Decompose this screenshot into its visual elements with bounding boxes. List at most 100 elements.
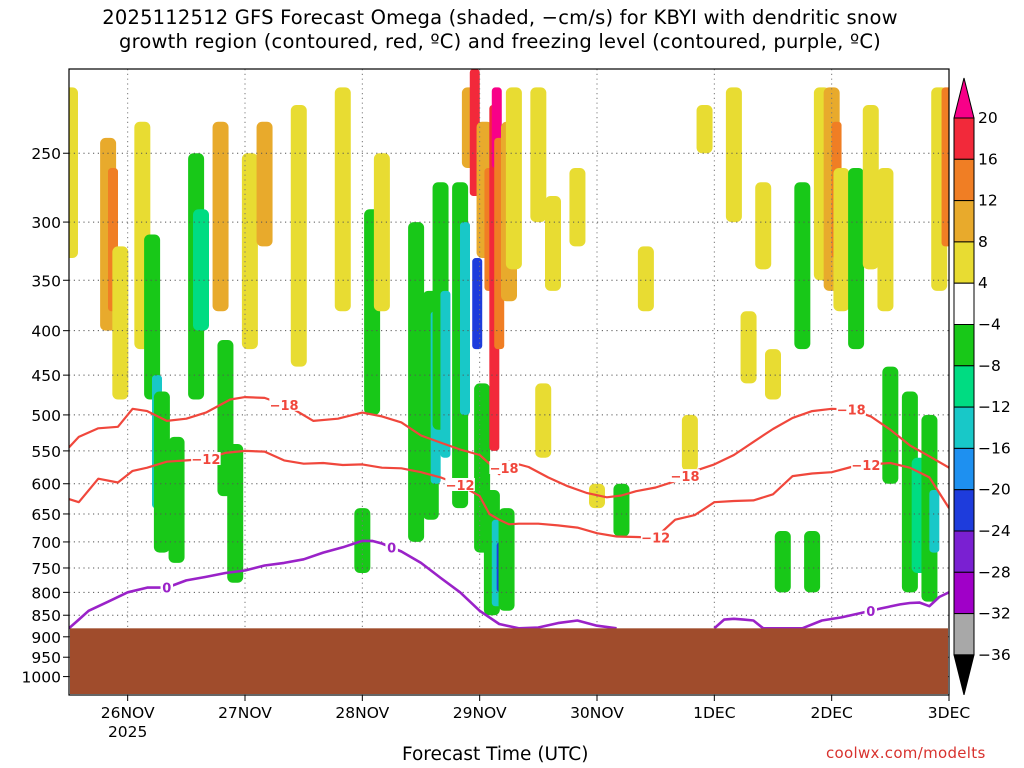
chart-title-line-1: 2025112512 GFS Forecast Omega (shaded, −… bbox=[102, 6, 898, 29]
contour-label-7: −12 bbox=[851, 459, 880, 474]
contour-label-9: 0 bbox=[387, 542, 396, 557]
contour-label-bg-5 bbox=[445, 477, 475, 491]
contour-label-bg-7 bbox=[851, 458, 881, 472]
y-tick-label-250: 250 bbox=[31, 145, 61, 163]
colorbar-arrow-top bbox=[953, 77, 975, 119]
omega-patch-62 bbox=[833, 168, 850, 312]
contour-label-layer: −18 −18 −18 −18 −12 −12 −12 −12 0 0 0 bbox=[160, 397, 881, 620]
contour-label-bg-4 bbox=[191, 452, 221, 466]
colorbar-label-7: −12 bbox=[978, 398, 1011, 416]
colorbar-arrow-bottom bbox=[953, 654, 975, 696]
colorbar-label-2: 12 bbox=[978, 192, 998, 210]
contour-label-bg-0 bbox=[269, 397, 299, 411]
y-tick-label-900: 900 bbox=[31, 629, 61, 647]
colorbar-swatch-8 bbox=[953, 406, 975, 449]
contour-label-2: −18 bbox=[671, 470, 700, 485]
colorbar-label-13: −36 bbox=[978, 646, 1011, 664]
x-tick-sublabel-26NOV: 2025 bbox=[108, 723, 147, 741]
y-tick-label-300: 300 bbox=[31, 214, 61, 232]
omega-patch-11 bbox=[212, 121, 229, 312]
omega-patch-42 bbox=[498, 508, 515, 611]
x-tick-label-28NOV: 28NOV bbox=[335, 704, 389, 722]
omega-patch-70 bbox=[929, 489, 940, 553]
contour-label-bg-3 bbox=[836, 402, 866, 416]
credit-text: coolwx.com/modelts bbox=[826, 744, 986, 762]
x-tick-label-27NOV: 27NOV bbox=[218, 704, 272, 722]
y-tick-label-350: 350 bbox=[31, 272, 61, 290]
y-tick-label-850: 850 bbox=[31, 607, 61, 625]
y-axis-ticks: 250 300 350 400 450 500 550 600 650 700 750 800 850 9… bbox=[22, 145, 69, 687]
colorbar-label-9: −20 bbox=[978, 481, 1011, 499]
x-tick-label-26NOV: 26NOV bbox=[101, 704, 155, 722]
omega-patch-3 bbox=[112, 246, 129, 400]
omega-patch-8 bbox=[168, 436, 185, 563]
omega-patch-64 bbox=[862, 104, 879, 270]
omega-patch-57 bbox=[794, 182, 811, 350]
colorbar-swatch-3 bbox=[953, 200, 975, 243]
contour-label-bg-6 bbox=[640, 530, 671, 544]
colorbar-swatch-1 bbox=[953, 117, 975, 160]
omega-patch-72 bbox=[941, 87, 949, 247]
colorbar-swatch-12 bbox=[953, 571, 975, 615]
x-axis-label: Forecast Time (UTC) bbox=[402, 744, 589, 765]
omega-patch-30 bbox=[472, 258, 483, 350]
y-tick-label-450: 450 bbox=[31, 367, 61, 385]
colorbar-label-5: −4 bbox=[978, 316, 1001, 334]
contour-label-6: −12 bbox=[641, 532, 670, 547]
chart-title-line-2: growth region (contoured, red, ºC) and f… bbox=[119, 30, 881, 53]
omega-patch-13 bbox=[227, 443, 244, 583]
colorbar-swatch-7 bbox=[953, 365, 975, 408]
omega-patch-7 bbox=[153, 391, 170, 553]
colorbar-swatch-4 bbox=[953, 241, 975, 284]
colorbar-swatch-11 bbox=[953, 530, 975, 573]
colorbar-label-4: 4 bbox=[978, 274, 988, 292]
contour-label-bg-8 bbox=[160, 580, 174, 594]
contour-label-3: −18 bbox=[837, 404, 866, 419]
omega-patch-51 bbox=[696, 104, 713, 154]
x-tick-label-30NOV: 30NOV bbox=[570, 704, 624, 722]
contour-freezing-0 bbox=[69, 539, 617, 630]
omega-patch-65 bbox=[877, 168, 894, 312]
omega-patch-44 bbox=[535, 383, 552, 458]
omega-patch-17 bbox=[334, 87, 351, 312]
omega-patch-38 bbox=[505, 87, 522, 270]
x-tick-label-29NOV: 29NOV bbox=[453, 704, 507, 722]
omega-patch-20 bbox=[373, 153, 390, 312]
omega-patch-48 bbox=[613, 483, 630, 537]
y-tick-label-550: 550 bbox=[31, 443, 61, 461]
omega-patch-63 bbox=[848, 168, 865, 350]
colorbar-label-6: −8 bbox=[978, 357, 1001, 375]
plot-frame bbox=[68, 68, 950, 696]
colorbar-label-12: −32 bbox=[978, 605, 1011, 623]
colorbar-label-11: −28 bbox=[978, 563, 1011, 581]
contour-freezing-0-east bbox=[713, 591, 949, 630]
y-tick-label-950: 950 bbox=[31, 649, 61, 667]
omega-patch-50 bbox=[681, 414, 698, 471]
omega-patch-66 bbox=[882, 366, 899, 484]
y-tick-label-600: 600 bbox=[31, 476, 61, 494]
colorbar-swatch-13 bbox=[953, 613, 975, 656]
omega-patch-53 bbox=[740, 311, 757, 384]
omega-patch-45 bbox=[545, 196, 561, 291]
omega-patch-56 bbox=[774, 530, 791, 593]
grid-layer bbox=[69, 69, 949, 695]
colorbar-label-1: 16 bbox=[978, 150, 998, 168]
colorbar-swatch-9 bbox=[953, 447, 975, 491]
colorbar-swatch-5 bbox=[953, 282, 975, 326]
x-tick-label-1DEC: 1DEC bbox=[693, 704, 735, 722]
contour-label-8: 0 bbox=[162, 582, 171, 597]
y-tick-label-500: 500 bbox=[31, 407, 61, 425]
colorbar-label-3: 8 bbox=[978, 233, 988, 251]
omega-patch-25 bbox=[440, 290, 451, 458]
x-tick-label-3DEC: 3DEC bbox=[928, 704, 970, 722]
omega-patch-52 bbox=[725, 87, 742, 223]
omega-patch-16 bbox=[290, 104, 307, 367]
omega-patch-21 bbox=[408, 222, 425, 542]
y-tick-label-650: 650 bbox=[31, 506, 61, 524]
omega-patch-55 bbox=[765, 349, 781, 400]
colorbar-swatch-10 bbox=[953, 489, 975, 532]
colorbar-swatch-6 bbox=[953, 324, 975, 367]
ground-fill bbox=[70, 628, 948, 694]
